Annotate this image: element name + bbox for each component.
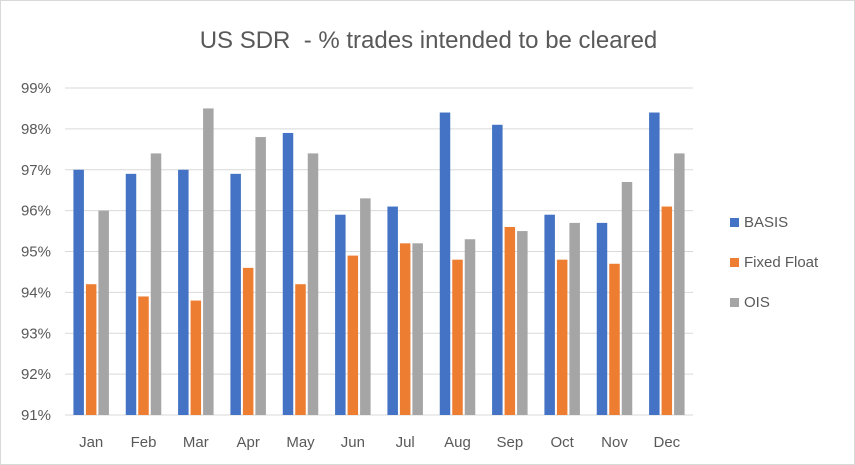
x-tick-label: Mar xyxy=(183,434,209,451)
legend-label: OIS xyxy=(744,294,770,311)
bar xyxy=(492,124,503,415)
x-tick-label: Jul xyxy=(396,434,415,451)
bar xyxy=(138,296,149,415)
y-axis-tick-labels: 91% 92% 93% 94% 95% 96% 97% 98% 99% xyxy=(21,80,51,424)
x-tick-label: Feb xyxy=(131,434,157,451)
bar xyxy=(464,239,476,415)
bar xyxy=(556,259,568,415)
bar xyxy=(412,243,423,415)
bar xyxy=(282,132,294,415)
x-tick-label: Nov xyxy=(601,434,628,451)
bar xyxy=(190,300,202,415)
bar xyxy=(203,108,214,415)
y-tick-label: 93% xyxy=(21,325,51,342)
bar xyxy=(661,206,673,415)
bar xyxy=(255,137,266,416)
y-tick-label: 99% xyxy=(21,80,51,97)
bar xyxy=(399,243,411,415)
x-tick-label: May xyxy=(286,434,315,451)
gridlines xyxy=(65,87,693,416)
y-tick-label: 98% xyxy=(21,121,51,138)
bar xyxy=(307,153,319,415)
legend-swatch xyxy=(730,298,739,307)
bar xyxy=(504,226,516,415)
bar xyxy=(125,173,137,415)
bar xyxy=(649,112,660,416)
bar xyxy=(178,169,189,415)
x-tick-label: Jun xyxy=(341,434,365,451)
bar xyxy=(517,231,528,415)
x-tick-label: Sep xyxy=(496,434,523,451)
bar xyxy=(98,210,109,415)
x-tick-label: Jan xyxy=(79,434,103,451)
bar xyxy=(387,206,398,415)
bar xyxy=(596,222,608,415)
x-tick-label: Dec xyxy=(653,434,680,451)
bars xyxy=(73,108,685,416)
y-tick-label: 96% xyxy=(21,203,51,220)
legend-swatch xyxy=(730,258,739,267)
bar xyxy=(335,214,346,415)
legend-label: Fixed Float xyxy=(744,254,819,271)
bar xyxy=(621,182,633,415)
bar xyxy=(439,112,451,416)
bar xyxy=(242,267,254,415)
x-axis-tick-labels: Jan Feb Mar Apr May Jun Jul Aug Sep Oct Nov Dec xyxy=(79,434,681,451)
bar xyxy=(347,255,359,415)
bar xyxy=(150,153,162,415)
chart-title: US SDR - % trades intended to be cleared xyxy=(199,27,658,54)
legend: BASIS Fixed Float OIS xyxy=(730,214,819,311)
x-tick-label: Oct xyxy=(550,434,574,451)
bar xyxy=(360,198,371,415)
y-tick-label: 92% xyxy=(21,366,51,383)
y-tick-label: 91% xyxy=(21,407,51,424)
legend-label: BASIS xyxy=(744,214,788,231)
bar xyxy=(452,259,463,415)
bar xyxy=(295,284,306,415)
bar xyxy=(569,222,580,415)
bar xyxy=(73,169,84,415)
bar xyxy=(230,173,241,415)
bar xyxy=(85,284,97,415)
legend-swatch xyxy=(730,218,739,227)
y-tick-label: 94% xyxy=(21,284,51,301)
bar xyxy=(674,153,685,415)
x-tick-label: Aug xyxy=(444,434,471,451)
bar xyxy=(544,214,555,415)
y-tick-label: 97% xyxy=(21,162,51,179)
y-tick-label: 95% xyxy=(21,244,51,261)
x-tick-label: Apr xyxy=(236,434,259,451)
bar xyxy=(609,263,620,415)
